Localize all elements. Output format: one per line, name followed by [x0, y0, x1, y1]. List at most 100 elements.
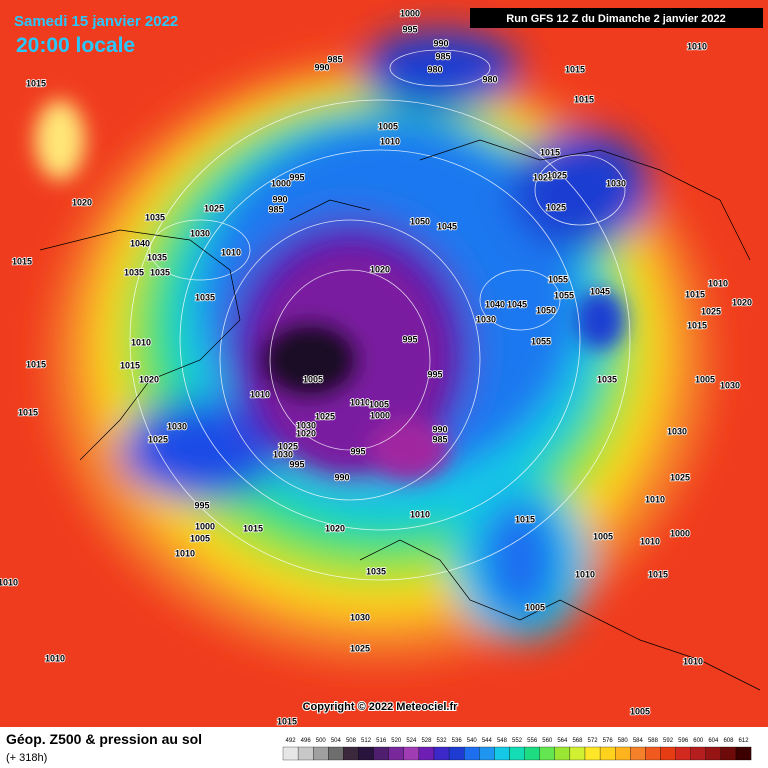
isobar-label: 1010 — [250, 389, 270, 399]
isobar-label: 1030 — [667, 426, 687, 436]
scale-swatch — [313, 746, 329, 761]
isobar-label: 1000 — [195, 521, 215, 531]
footer-title: Géop. Z500 & pression au sol — [6, 731, 202, 747]
isobar-label: 995 — [402, 334, 417, 344]
isobar-label: 1035 — [145, 212, 165, 222]
scale-swatch — [584, 746, 601, 761]
isobar-label: 1010 — [410, 509, 430, 519]
copyright: Copyright © 2022 Meteociel.fr — [303, 701, 459, 713]
isobar-label: 1035 — [147, 252, 167, 262]
time: 20:00 locale — [16, 34, 135, 57]
isobar-label: 1020 — [732, 297, 752, 307]
isobar-label: 1025 — [148, 434, 168, 444]
scale-swatch — [539, 746, 555, 761]
isobar-label: 980 — [427, 64, 442, 74]
scale-swatch — [373, 746, 389, 761]
isobar-label: 1015 — [243, 523, 263, 533]
isobar-label: 995 — [289, 459, 304, 469]
isobar-label: 1015 — [648, 569, 668, 579]
isobar-label: 1020 — [139, 374, 159, 384]
scale-label: 588 — [648, 738, 659, 744]
run: Run GFS 12 Z du Dimanche 2 janvier 2022 — [506, 13, 725, 25]
field — [0, 0, 768, 727]
isobar-label: 1020 — [72, 197, 92, 207]
isobar-label: 1010 — [683, 656, 703, 666]
scale-swatch — [524, 746, 540, 761]
scale-label: 536 — [452, 738, 463, 744]
scale-label: 544 — [482, 738, 493, 744]
isobar-label: 1015 — [277, 716, 297, 726]
scale-swatch — [418, 746, 435, 761]
isobar-label: 1055 — [554, 290, 574, 300]
isobar-label: 985 — [268, 204, 283, 214]
isobar-label: 1010 — [645, 494, 665, 504]
color-scale: 492 496 500 504 508 512 516 520 524 528 532 536 540 5… — [282, 738, 752, 761]
isobar-label: 1010 — [575, 569, 595, 579]
isobar-label: 985 — [327, 54, 342, 64]
isobar-label: 1050 — [410, 216, 430, 226]
isobar-label: 1005 — [630, 706, 650, 716]
isobar-label: 995 — [427, 369, 442, 379]
scale-swatch — [675, 746, 691, 761]
scale-label: 612 — [739, 738, 750, 744]
scale-swatch — [343, 746, 359, 761]
run-box — [470, 8, 763, 28]
isobar-label: 1045 — [437, 221, 457, 231]
scale-swatch — [509, 746, 525, 761]
footer-lead: (+ 318h) — [6, 752, 47, 764]
isobar-label: 1025 — [278, 441, 298, 451]
isobar-label: 1005 — [378, 121, 398, 131]
isobar-label: 1035 — [597, 374, 617, 384]
isobar-label: 1050 — [536, 305, 556, 315]
scale-swatch — [479, 746, 495, 761]
isobar-label: 990 — [334, 472, 349, 482]
isobar-label: 1030 — [350, 612, 370, 622]
scale-swatch — [494, 746, 510, 761]
scale-label: 580 — [618, 738, 629, 744]
scale-swatch — [720, 746, 737, 761]
scale-swatch — [554, 746, 571, 761]
isobar-label: 1015 — [18, 407, 38, 417]
scale-label: 596 — [678, 738, 689, 744]
scale-label: 564 — [557, 738, 568, 744]
isobar-label: 1045 — [507, 299, 527, 309]
isobar-label: 1040 — [485, 299, 505, 309]
scale-swatch — [297, 746, 314, 761]
isobar-label: 1005 — [525, 602, 545, 612]
isobar-label: 1015 — [540, 147, 560, 157]
isobar-label: 1005 — [593, 531, 613, 541]
isobar-label: 1025 — [547, 170, 567, 180]
isobar-label: 1030 — [167, 421, 187, 431]
scale-label: 568 — [572, 738, 583, 744]
isobar-label: 1000 — [400, 8, 420, 18]
scale-label: 556 — [527, 738, 538, 744]
isobar-label: 1025 — [546, 202, 566, 212]
scale-swatch — [403, 746, 420, 761]
isobar-label: 1005 — [303, 374, 323, 384]
scale-swatch — [599, 746, 616, 761]
scale-label: 520 — [391, 738, 402, 744]
isobar-label: 1040 — [130, 238, 150, 248]
isobar-label: 995 — [194, 500, 209, 510]
isobar-label: 1010 — [45, 653, 65, 663]
scale-swatch — [448, 746, 465, 761]
isobar-label: 990 — [272, 194, 287, 204]
isobar-label: 1010 — [131, 337, 151, 347]
scale-label: 500 — [316, 738, 327, 744]
isobar-label: 1010 — [175, 548, 195, 558]
isobar-label: 995 — [350, 446, 365, 456]
isobar-label: 1035 — [150, 267, 170, 277]
scale-label: 496 — [301, 738, 312, 744]
isobar-label: 990 — [433, 38, 448, 48]
scale-swatch — [660, 746, 676, 761]
date: Samedi 15 janvier 2022 — [14, 13, 178, 30]
scale-swatch — [388, 746, 404, 761]
isobar-label: 1025 — [204, 203, 224, 213]
isobar-label: 1035 — [366, 566, 386, 576]
isobar-label: 1005 — [695, 374, 715, 384]
isobar-label: 1030 — [720, 380, 740, 390]
scale-label: 540 — [467, 738, 478, 744]
isobar-label: 1010 — [221, 247, 241, 257]
scale-label: 600 — [693, 738, 704, 744]
